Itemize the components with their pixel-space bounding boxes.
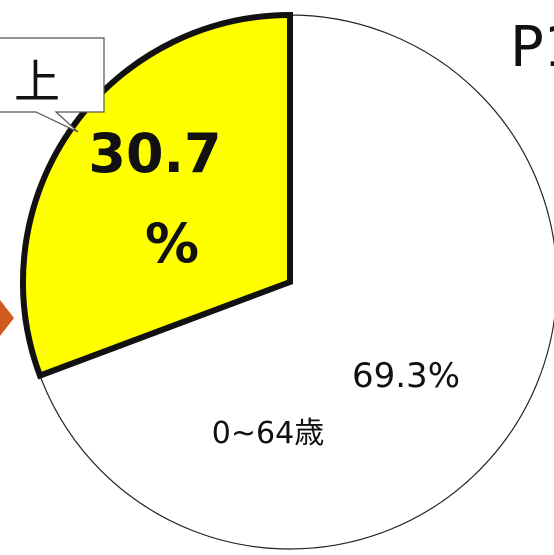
callout-shape: [0, 37, 105, 133]
pie-labels: 30.7% 69.3% 0~64歳: [88, 122, 460, 451]
slice-highlight-value-label-1: %: [145, 212, 199, 275]
pie-slice-highlight: [20, 11, 293, 380]
slice-0-64-category-label: 0~64歳: [212, 416, 324, 451]
callout-bubble: 上: [0, 37, 105, 133]
slice-highlight-value-label-0: 30.7: [88, 122, 221, 185]
corner-title: P1: [510, 15, 554, 80]
slice-0-64-value-label: 69.3%: [352, 356, 460, 396]
pie-slices: [20, 11, 554, 550]
orange-arrow-icon: [0, 300, 14, 336]
callout-text: 上: [14, 55, 60, 109]
